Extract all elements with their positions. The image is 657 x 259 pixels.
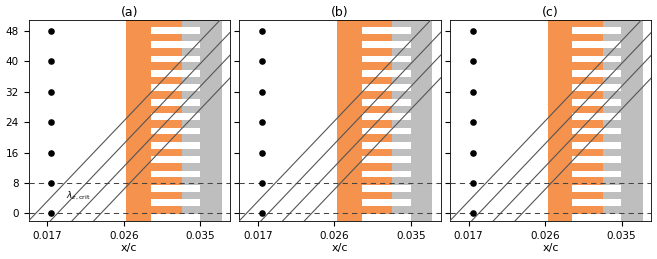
- Bar: [362, 20, 392, 221]
- Point: [468, 59, 478, 63]
- Bar: [572, 41, 622, 48]
- Bar: [572, 70, 622, 77]
- Bar: [572, 56, 622, 62]
- Point: [46, 150, 57, 155]
- Bar: [151, 199, 200, 206]
- Point: [468, 211, 478, 215]
- Point: [257, 181, 267, 185]
- Bar: [151, 127, 200, 134]
- Point: [468, 29, 478, 33]
- Bar: [572, 84, 622, 91]
- Point: [46, 181, 57, 185]
- Bar: [362, 41, 411, 48]
- Point: [46, 211, 57, 215]
- Point: [468, 90, 478, 94]
- Bar: [548, 20, 572, 221]
- Bar: [572, 214, 622, 221]
- Bar: [151, 113, 200, 120]
- Bar: [572, 171, 622, 177]
- Bar: [151, 20, 181, 221]
- Bar: [362, 171, 411, 177]
- Bar: [572, 199, 622, 206]
- Text: $\lambda_{z,\mathrm{crit}}$: $\lambda_{z,\mathrm{crit}}$: [66, 190, 91, 202]
- Bar: [151, 56, 200, 62]
- Point: [468, 120, 478, 124]
- Bar: [151, 84, 200, 91]
- Bar: [572, 113, 622, 120]
- Bar: [151, 99, 200, 106]
- Bar: [151, 156, 200, 163]
- Bar: [337, 20, 362, 221]
- Title: (b): (b): [331, 5, 349, 19]
- Bar: [362, 127, 411, 134]
- Bar: [362, 99, 411, 106]
- Bar: [362, 27, 411, 34]
- Title: (a): (a): [121, 5, 138, 19]
- Bar: [151, 214, 200, 221]
- Bar: [572, 127, 622, 134]
- X-axis label: x/c: x/c: [121, 243, 137, 254]
- Bar: [362, 185, 411, 192]
- Bar: [151, 27, 200, 34]
- Point: [46, 120, 57, 124]
- Bar: [151, 70, 200, 77]
- Point: [46, 29, 57, 33]
- Bar: [572, 99, 622, 106]
- Bar: [126, 20, 151, 221]
- Bar: [595, 20, 643, 221]
- Point: [468, 150, 478, 155]
- X-axis label: x/c: x/c: [543, 243, 559, 254]
- Point: [46, 90, 57, 94]
- Point: [468, 181, 478, 185]
- Bar: [362, 84, 411, 91]
- Bar: [151, 185, 200, 192]
- Bar: [362, 214, 411, 221]
- Point: [257, 211, 267, 215]
- X-axis label: x/c: x/c: [332, 243, 348, 254]
- Bar: [384, 20, 432, 221]
- Bar: [572, 20, 603, 221]
- Point: [257, 29, 267, 33]
- Point: [257, 59, 267, 63]
- Point: [46, 59, 57, 63]
- Bar: [362, 142, 411, 149]
- Title: (c): (c): [542, 5, 559, 19]
- Bar: [362, 113, 411, 120]
- Bar: [362, 199, 411, 206]
- Bar: [572, 185, 622, 192]
- Bar: [572, 27, 622, 34]
- Bar: [362, 70, 411, 77]
- Bar: [362, 56, 411, 62]
- Bar: [151, 171, 200, 177]
- Bar: [362, 156, 411, 163]
- Point: [257, 90, 267, 94]
- Point: [257, 120, 267, 124]
- Bar: [572, 156, 622, 163]
- Point: [257, 150, 267, 155]
- Bar: [173, 20, 221, 221]
- Bar: [151, 142, 200, 149]
- Bar: [151, 41, 200, 48]
- Bar: [572, 142, 622, 149]
